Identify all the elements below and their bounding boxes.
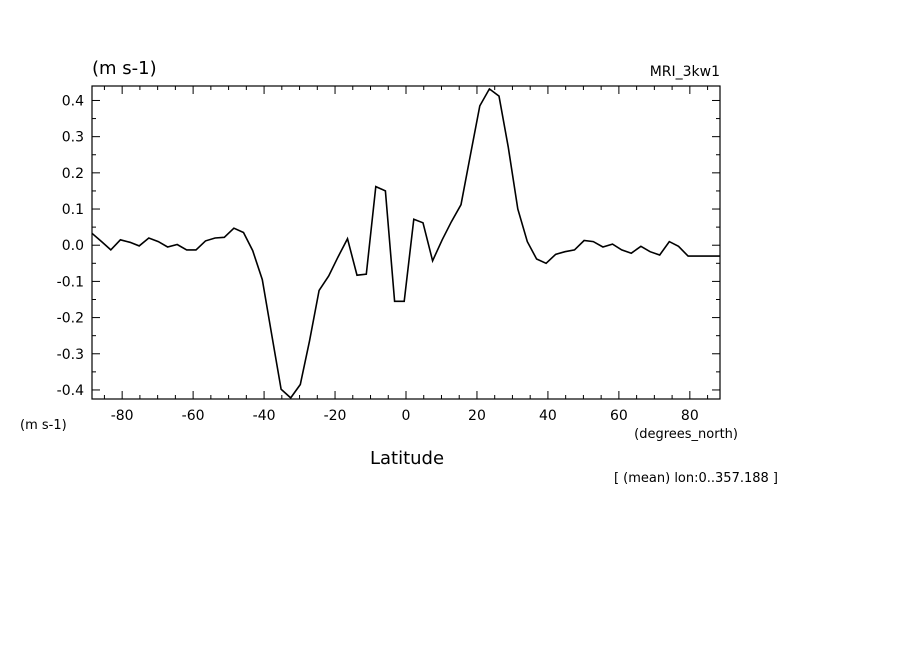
unit-top-label: (m s-1) <box>92 58 157 79</box>
x-axis-title: Latitude <box>370 448 444 469</box>
x-unit-label: (degrees_north) <box>634 427 738 442</box>
x-tick-label: 60 <box>610 408 628 424</box>
x-tick-label: 80 <box>681 408 699 424</box>
y-tick-label: 0.3 <box>62 130 84 146</box>
x-tick-label: 20 <box>468 408 486 424</box>
y-axis: -0.4 -0.3 -0.2 -0.1 0.0 0.1 0.2 0.3 0.4 <box>57 93 720 399</box>
x-tick-label: 0 <box>402 408 411 424</box>
y-tick-label: -0.2 <box>57 311 84 327</box>
y-tick-label: 0.1 <box>62 202 84 218</box>
subtitle: [ (mean) lon:0..357.188 ] <box>614 471 778 486</box>
y-tick-label: -0.4 <box>57 383 84 399</box>
y-tick-label: -0.1 <box>57 274 84 290</box>
y-tick-label: -0.3 <box>57 347 84 363</box>
series-line <box>91 87 720 400</box>
x-tick-label: -80 <box>111 408 134 424</box>
x-tick-label: -20 <box>324 408 347 424</box>
plot-frame <box>91 85 721 400</box>
y-unit-bottom-label: (m s-1) <box>20 418 67 433</box>
x-tick-label: -40 <box>253 408 276 424</box>
x-tick-label: 40 <box>539 408 557 424</box>
y-tick-label: 0.0 <box>62 238 84 254</box>
y-tick-label: 0.4 <box>62 93 84 109</box>
y-tick-label: 0.2 <box>62 166 84 182</box>
model-label: MRI_3kw1 <box>650 64 720 80</box>
x-tick-label: -60 <box>182 408 205 424</box>
x-axis: -80 -60 -40 -20 0 20 40 60 80 <box>103 86 709 424</box>
